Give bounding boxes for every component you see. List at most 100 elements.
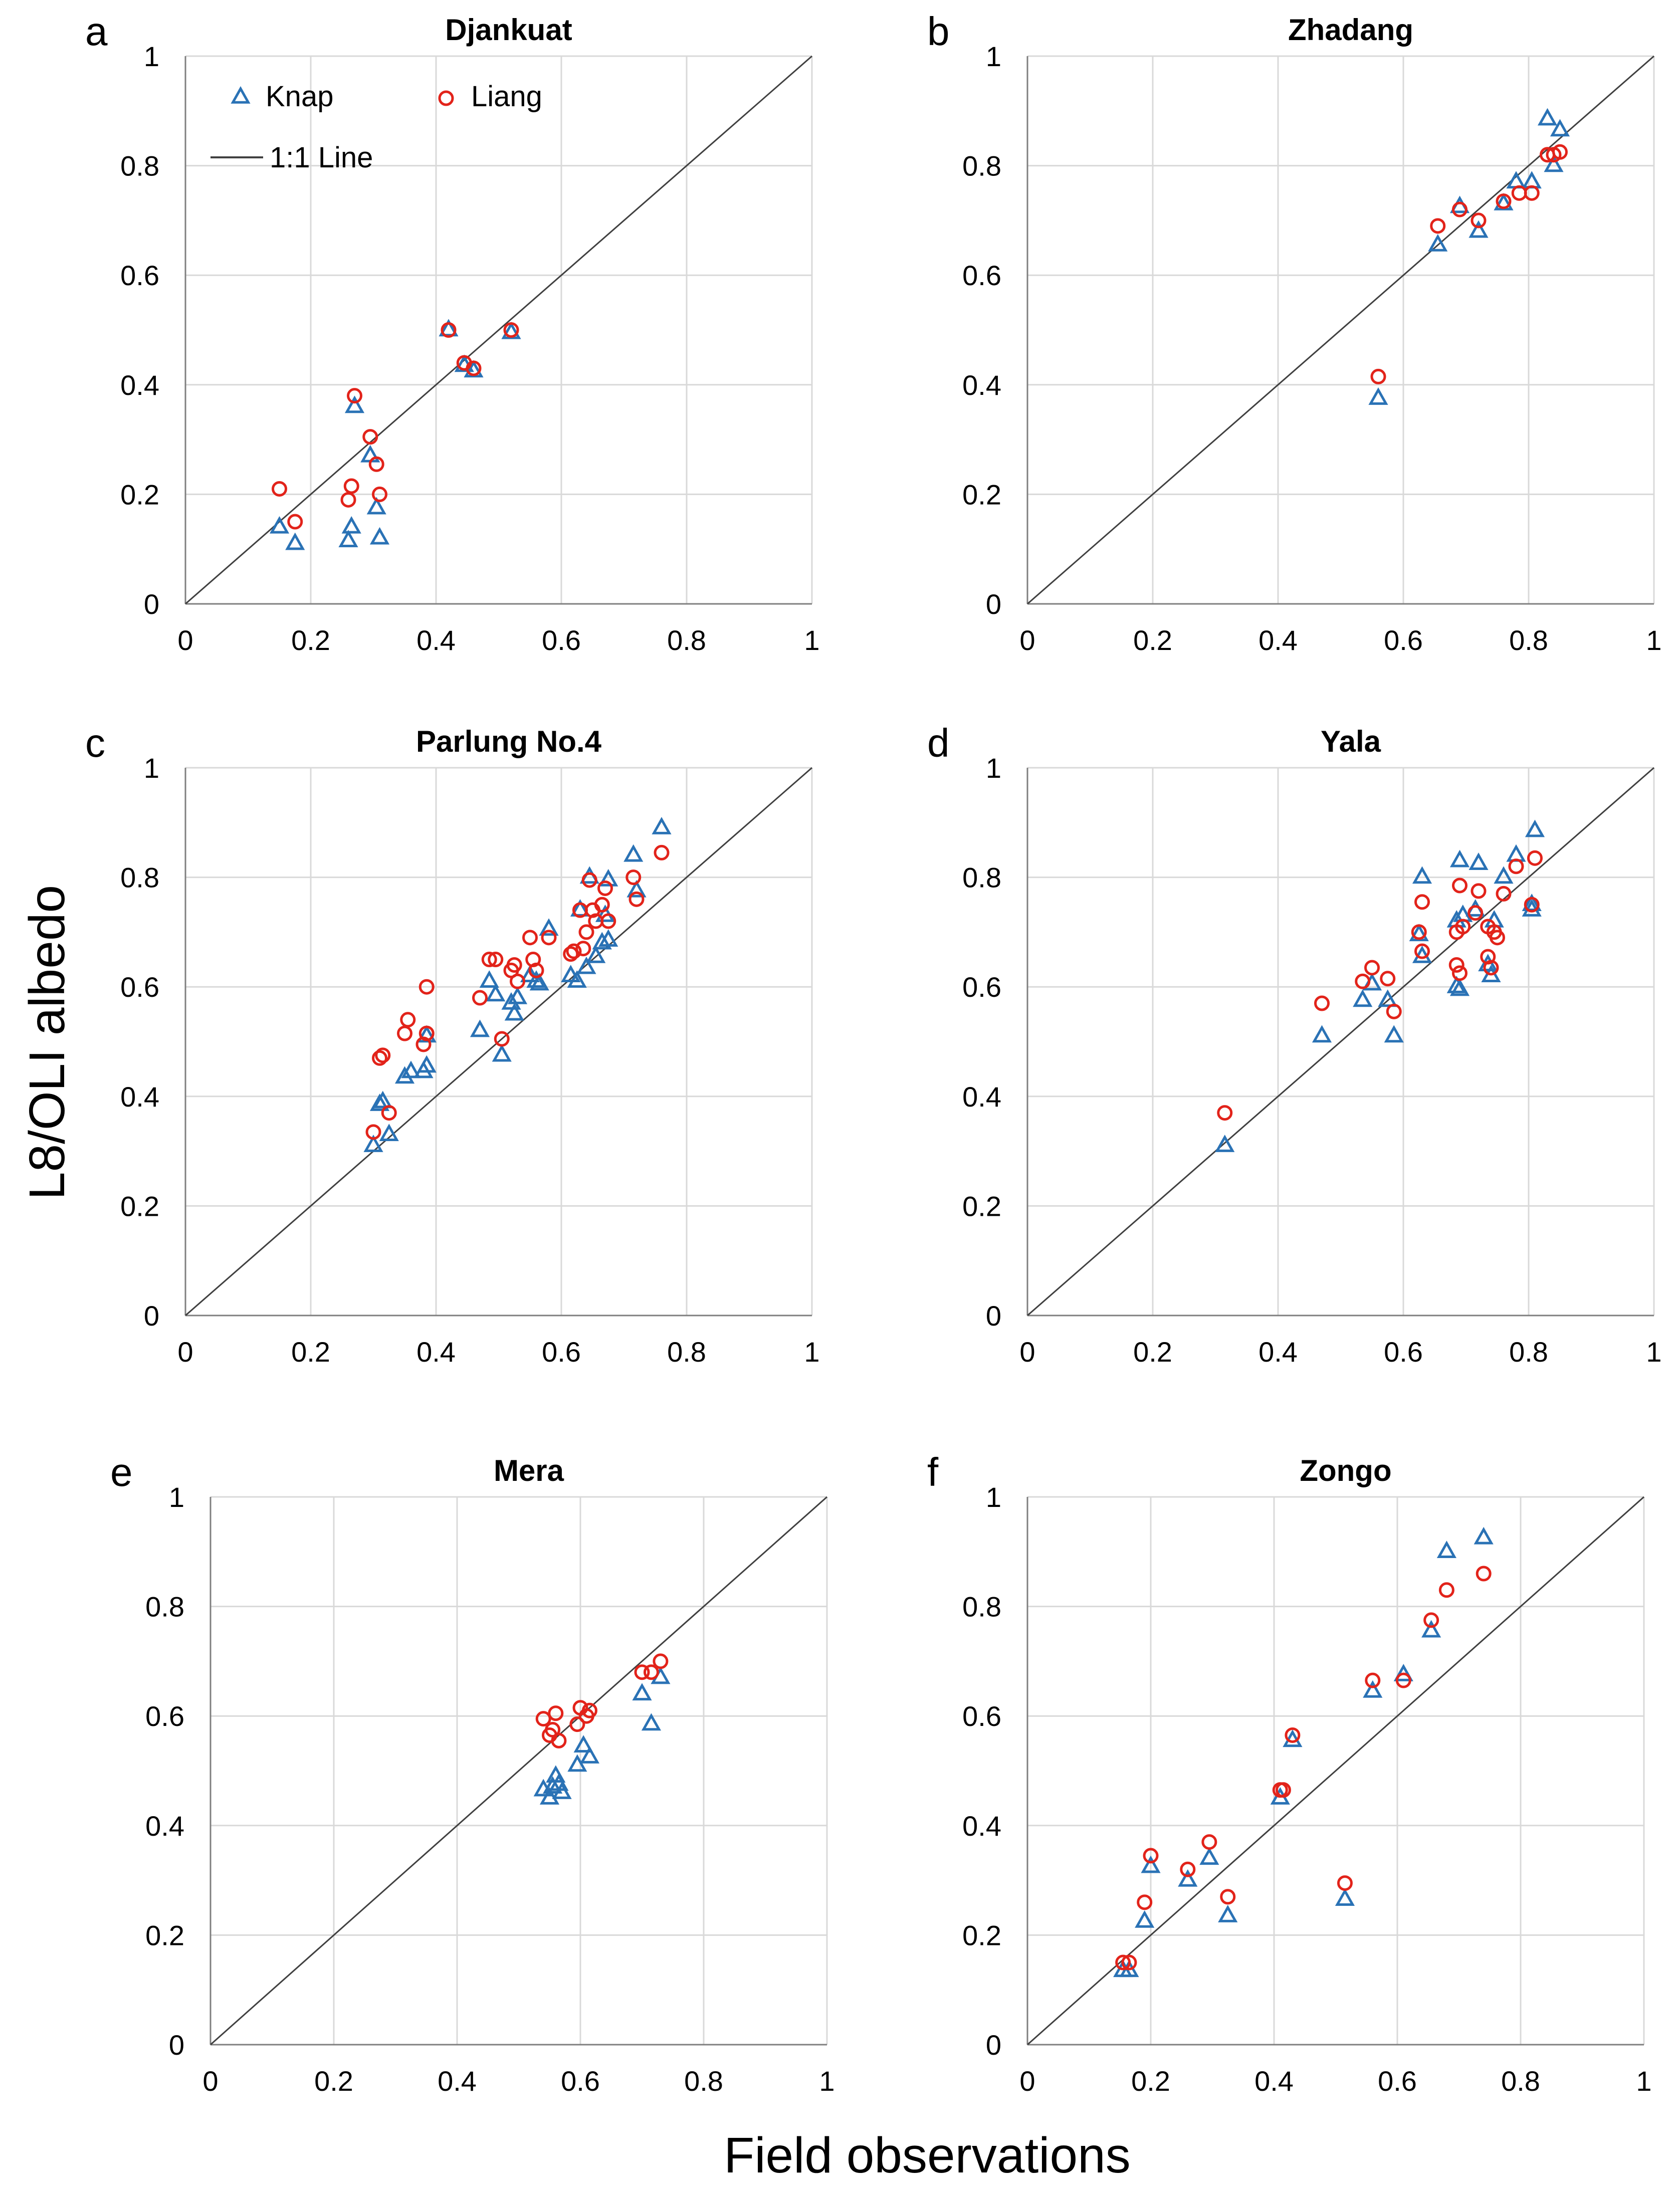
x-tick-label: 0 (177, 624, 193, 656)
knap-point (1494, 866, 1514, 884)
liang-point (1217, 1105, 1233, 1121)
liang-point (1452, 201, 1467, 217)
knap-point (1135, 1910, 1155, 1928)
liang-point (1423, 1612, 1439, 1628)
x-tick-label: 0.4 (1254, 2065, 1294, 2097)
liang-point (1430, 218, 1446, 234)
knap-point (369, 1093, 390, 1111)
series-knap (363, 817, 672, 1152)
panel-b: 0 0.2 0.4 0.6 0.8 1 0 0.2 0.4 0.6 0.8 1 Zhadang b (927, 9, 1662, 656)
knap-point (1525, 819, 1545, 837)
liang-point (1414, 894, 1430, 910)
liang-point (1471, 212, 1487, 229)
x-tick-label: 0.2 (291, 624, 330, 656)
liang-point (581, 872, 597, 888)
liang-point (1201, 1834, 1217, 1850)
y-tick-label: 0.4 (120, 1081, 159, 1113)
liang-point (1414, 943, 1430, 959)
panel-e: 0 0.2 0.4 0.6 0.8 1 0 0.2 0.4 0.6 0.8 1 Mera e (110, 1450, 835, 2097)
liang-point (494, 1031, 510, 1047)
knap-point (579, 1746, 600, 1764)
y-tick-label: 0.4 (120, 369, 159, 401)
liang-point (1524, 897, 1540, 913)
knap-point (561, 965, 581, 983)
series-liang (365, 844, 670, 1140)
knap-point (1378, 989, 1398, 1007)
liang-point (1467, 905, 1484, 921)
liang-point (472, 990, 488, 1006)
knap-point (626, 880, 647, 898)
x-tick-label: 0.4 (416, 1336, 456, 1368)
liang-point (1476, 1566, 1492, 1582)
x-axis-label: Field observations (724, 2127, 1131, 2183)
y-tick-label: 1 (986, 752, 1001, 784)
knap-point (379, 1124, 399, 1142)
y-tick-label: 0.8 (962, 150, 1001, 182)
one-to-one-line (185, 55, 812, 605)
panel-d: 0 0.2 0.4 0.6 0.8 1 0 0.2 0.4 0.6 0.8 1 Yala d (927, 721, 1662, 1368)
y-tick-label: 0.2 (962, 1190, 1001, 1222)
liang-point (1380, 971, 1396, 987)
knap-point (1141, 1855, 1161, 1873)
series-knap (269, 319, 521, 550)
x-tick-label: 0.6 (542, 624, 581, 656)
knap-point (1474, 1526, 1494, 1545)
liang-point (272, 481, 287, 497)
y-tick-label: 0.2 (962, 479, 1001, 510)
knap-point (1537, 108, 1558, 126)
x-tick-label: 0.2 (1133, 1336, 1172, 1368)
series-liang (535, 1653, 669, 1748)
knap-point (507, 986, 528, 1004)
liang-point (1524, 185, 1540, 201)
liang-point (528, 962, 544, 978)
knap-point (470, 1019, 490, 1037)
liang-point (1448, 957, 1464, 973)
knap-point (1544, 154, 1564, 172)
x-tick-label: 1 (1636, 2065, 1651, 2097)
liang-point (340, 492, 356, 508)
knap-point (1412, 866, 1432, 884)
panel-title: Djankuat (445, 13, 572, 47)
knap-point (344, 395, 365, 413)
knap-point (586, 945, 606, 963)
knap-point (504, 1003, 524, 1021)
panel-letter: e (110, 1450, 133, 1494)
y-tick-label: 1 (169, 1481, 184, 1513)
liang-point (653, 1653, 669, 1669)
x-tick-label: 0 (1019, 1336, 1035, 1368)
liang-point (400, 1012, 416, 1028)
liang-point (654, 844, 670, 860)
y-tick-label: 0.6 (120, 971, 159, 1003)
x-tick-label: 0.2 (314, 2065, 353, 2097)
knap-point (1449, 978, 1470, 996)
knap-point (567, 970, 587, 988)
y-tick-label: 0.8 (962, 862, 1001, 894)
panel-title: Yala (1321, 725, 1381, 758)
knap-point (1494, 193, 1514, 210)
knap-point (567, 1754, 587, 1772)
knap-point (416, 1025, 437, 1043)
liang-point (1496, 193, 1512, 209)
knap-point (598, 868, 618, 887)
legend-knap-marker (231, 86, 251, 104)
panel-letter: a (85, 9, 108, 54)
liang-point (1455, 919, 1471, 935)
x-tick-label: 1 (804, 624, 819, 656)
liang-point (287, 514, 303, 530)
knap-point (369, 527, 390, 545)
liang-point (488, 952, 504, 968)
knap-point (1468, 852, 1489, 870)
liang-point (503, 322, 519, 338)
x-tick-label: 1 (804, 1336, 819, 1368)
y-tick-label: 0.6 (120, 260, 159, 291)
liang-point (381, 1105, 397, 1121)
x-tick-label: 0.6 (542, 1336, 581, 1368)
y-axis-label: L8/OLI albedo (19, 885, 75, 1200)
knap-point (1468, 220, 1489, 238)
x-tick-label: 0.8 (1501, 2065, 1540, 2097)
knap-point (598, 929, 618, 947)
y-tick-label: 0.8 (145, 1591, 184, 1623)
legend-liang-label: Liang (471, 80, 542, 113)
knap-point (366, 497, 386, 515)
